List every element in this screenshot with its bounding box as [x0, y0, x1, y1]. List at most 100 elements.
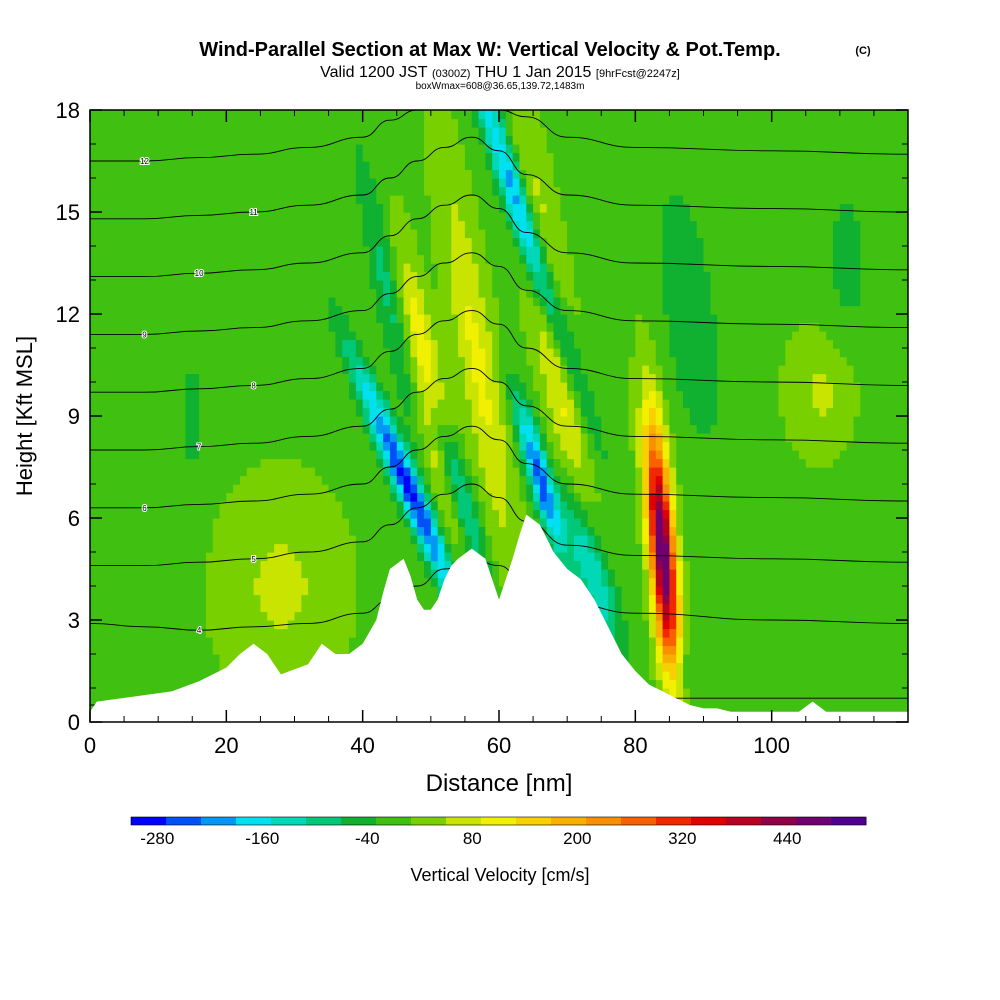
velocity-cell: [430, 365, 439, 375]
velocity-cell: [785, 569, 793, 579]
velocity-cell: [758, 475, 766, 485]
velocity-cell: [621, 390, 630, 400]
velocity-cell: [853, 526, 861, 536]
velocity-cell: [246, 628, 255, 638]
velocity-cell: [696, 620, 705, 630]
velocity-cell: [171, 518, 180, 528]
velocity-cell: [833, 637, 841, 647]
velocity-cell: [321, 501, 330, 511]
velocity-cell: [901, 450, 908, 460]
velocity-cell: [655, 407, 664, 417]
velocity-cell: [601, 518, 609, 528]
velocity-cell: [669, 509, 677, 519]
velocity-cell: [137, 577, 146, 587]
velocity-cell: [533, 501, 541, 511]
velocity-cell: [608, 603, 616, 613]
velocity-cell: [867, 620, 875, 630]
velocity-cell: [403, 399, 411, 409]
velocity-cell: [696, 382, 705, 392]
velocity-cell: [833, 620, 841, 630]
velocity-cell: [846, 637, 855, 647]
velocity-cell: [424, 552, 432, 562]
velocity-cell: [621, 620, 630, 630]
velocity-cell: [430, 424, 439, 434]
velocity-cell: [785, 696, 793, 706]
velocity-cell: [274, 492, 282, 502]
velocity-cell: [792, 399, 800, 409]
velocity-cell: [233, 433, 241, 443]
velocity-cell: [403, 424, 411, 434]
velocity-cell: [628, 518, 636, 528]
velocity-cell: [301, 526, 309, 536]
velocity-cell: [614, 620, 623, 630]
velocity-cell: [621, 611, 630, 621]
velocity-cell: [246, 365, 255, 375]
velocity-cell: [301, 382, 309, 392]
velocity-cell: [328, 467, 336, 477]
velocity-cell: [383, 382, 391, 392]
velocity-cell: [785, 382, 793, 392]
velocity-cell: [573, 424, 582, 434]
velocity-cell: [505, 560, 514, 570]
velocity-cell: [314, 543, 323, 553]
velocity-cell: [451, 543, 459, 553]
velocity-cell: [355, 492, 364, 502]
velocity-cell: [853, 577, 861, 587]
velocity-cell: [737, 696, 745, 706]
velocity-cell: [137, 526, 146, 536]
velocity-cell: [137, 501, 146, 511]
velocity-cell: [451, 433, 459, 443]
velocity-cell: [478, 509, 486, 519]
velocity-cell: [621, 594, 630, 604]
velocity-cell: [301, 552, 309, 562]
velocity-cell: [512, 501, 521, 511]
velocity-cell: [246, 535, 255, 545]
velocity-cell: [642, 382, 650, 392]
velocity-cell: [614, 450, 623, 460]
velocity-cell: [764, 484, 773, 494]
velocity-cell: [103, 594, 112, 604]
velocity-cell: [894, 407, 902, 417]
velocity-cell: [553, 441, 561, 451]
velocity-cell: [444, 543, 452, 553]
velocity-cell: [696, 645, 705, 655]
velocity-cell: [328, 390, 336, 400]
velocity-cell: [369, 450, 377, 460]
velocity-cell: [451, 475, 459, 485]
velocity-cell: [226, 373, 234, 383]
velocity-cell: [485, 382, 493, 392]
velocity-cell: [771, 543, 780, 553]
velocity-cell: [751, 382, 759, 392]
velocity-cell: [253, 586, 262, 596]
velocity-cell: [103, 679, 112, 689]
velocity-cell: [703, 407, 711, 417]
velocity-cell: [533, 458, 541, 468]
velocity-cell: [499, 433, 507, 443]
velocity-cell: [158, 399, 166, 409]
velocity-cell: [867, 679, 875, 689]
velocity-cell: [212, 662, 221, 672]
velocity-cell: [751, 560, 759, 570]
velocity-cell: [328, 433, 336, 443]
velocity-cell: [144, 543, 152, 553]
velocity-cell: [662, 416, 671, 426]
velocity-cell: [573, 416, 582, 426]
velocity-cell: [887, 696, 895, 706]
velocity-cell: [819, 628, 827, 638]
velocity-cell: [662, 399, 671, 409]
velocity-cell: [294, 399, 302, 409]
velocity-cell: [853, 518, 861, 528]
velocity-cell: [812, 484, 820, 494]
velocity-cell: [846, 501, 855, 511]
velocity-cell: [512, 390, 521, 400]
velocity-cell: [826, 645, 834, 655]
velocity-cell: [642, 450, 650, 460]
velocity-cell: [573, 560, 582, 570]
velocity-cell: [246, 416, 255, 426]
velocity-cell: [178, 552, 187, 562]
velocity-cell: [798, 603, 807, 613]
velocity-cell: [867, 586, 875, 596]
velocity-cell: [730, 407, 739, 417]
velocity-cell: [826, 679, 834, 689]
velocity-cell: [880, 416, 889, 426]
